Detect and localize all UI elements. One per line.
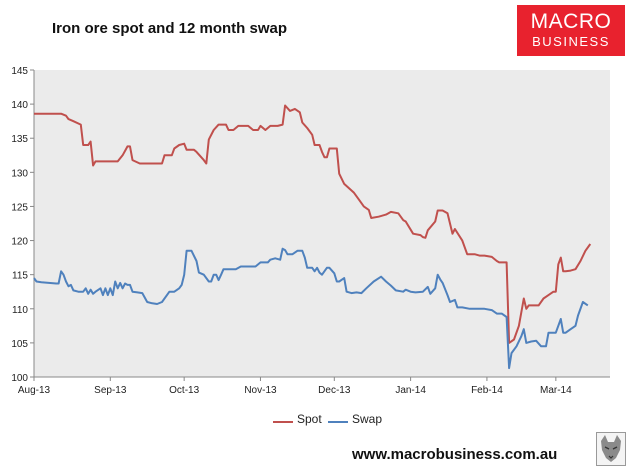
plot-area [34, 70, 610, 377]
series-line-spot [34, 104, 592, 344]
y-tick-label: 100 [11, 373, 28, 384]
legend-swatch-spot [273, 421, 293, 423]
macrobusiness-logo[interactable]: MACRO BUSINESS [517, 5, 625, 56]
legend-swatch-swap [328, 421, 348, 423]
site-url[interactable]: www.macrobusiness.com.au [352, 446, 558, 463]
y-tick-label: 130 [11, 168, 28, 179]
x-tick-label: Aug-13 [18, 385, 51, 396]
x-tick-label: Feb-14 [471, 385, 503, 396]
logo-line1: MACRO [530, 10, 612, 33]
legend-label-swap: Swap [352, 412, 383, 426]
y-tick-label: 125 [11, 202, 28, 213]
logo-line2: BUSINESS [532, 34, 610, 49]
y-tick-label: 140 [11, 100, 28, 111]
x-tick-label: Nov-13 [244, 385, 277, 396]
chart-title: Iron ore spot and 12 month swap [52, 20, 288, 37]
y-tick-label: 110 [12, 305, 28, 316]
y-tick-label: 105 [11, 339, 28, 350]
x-tick-label: Dec-13 [318, 385, 351, 396]
y-tick-label: 115 [12, 271, 28, 282]
x-tick-label: Oct-13 [169, 385, 199, 396]
chart-legend: Spot Swap [0, 412, 632, 432]
y-tick-label: 120 [11, 237, 28, 248]
y-tick-label: 135 [11, 134, 28, 145]
x-tick-label: Jan-14 [395, 385, 426, 396]
wolf-icon [596, 432, 626, 466]
x-tick-label: Sep-13 [94, 385, 127, 396]
series-line-swap [33, 247, 589, 370]
x-tick-label: Mar-14 [540, 385, 572, 396]
y-tick-label: 145 [11, 66, 28, 77]
legend-label-spot: Spot [297, 412, 322, 426]
